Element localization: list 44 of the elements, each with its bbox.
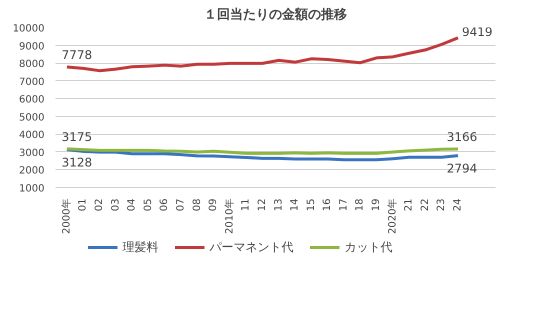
x-tick-label: 11 [240, 198, 252, 212]
y-tick-label: 1000 [19, 184, 45, 194]
legend-label: パーマネント代 [210, 238, 294, 256]
x-tick-label: 13 [273, 198, 284, 212]
x-tick-label: 16 [322, 198, 334, 212]
x-tick-label: 07 [175, 198, 186, 212]
x-tick-label: 19 [371, 198, 382, 212]
y-tick-label: 5000 [19, 112, 45, 124]
y-tick-label: 8000 [19, 59, 45, 70]
chart-title: １回当たりの金額の推移 [204, 6, 347, 22]
y-tick-label: 6000 [19, 94, 45, 106]
x-tick-label: 2010年 [223, 198, 236, 234]
x-tick-label: 06 [159, 198, 170, 212]
data-label: 3175 [62, 130, 92, 144]
y-tick-label: 7000 [19, 76, 45, 88]
x-tick-label: 08 [192, 198, 203, 212]
x-tick-label: 09 [208, 198, 220, 212]
x-tick-label: 14 [290, 198, 301, 212]
x-tick-label: 2000年 [60, 198, 72, 234]
y-tick-label: 9000 [19, 41, 45, 52]
x-tick-label: 04 [126, 198, 138, 212]
x-tick-label: 05 [142, 198, 154, 212]
x-tick-label: 22 [420, 198, 431, 212]
x-tick-label: 02 [94, 198, 105, 212]
x-tick-label: 15 [306, 198, 317, 212]
legend-label: 理髪料 [122, 238, 158, 256]
data-label: 2794 [446, 162, 478, 176]
data-label: 7778 [62, 48, 92, 62]
x-tick-label: 01 [78, 198, 89, 212]
x-tick-label: 12 [256, 198, 268, 212]
x-tick-label: 17 [338, 198, 350, 212]
x-tick-label: 18 [354, 198, 366, 212]
x-tick-label: 2020年 [386, 198, 398, 234]
legend-label: カット代 [344, 238, 392, 256]
x-tick-label: 03 [110, 198, 122, 212]
y-tick-label: 2000 [19, 166, 45, 177]
y-tick-label: 4000 [19, 130, 45, 142]
y-tick-label: 3000 [19, 148, 45, 159]
y-tick-label: 10000 [12, 24, 44, 34]
x-tick-label: 24 [452, 198, 464, 212]
data-label: 3128 [62, 156, 92, 170]
data-label: 3166 [446, 130, 478, 144]
x-tick-label: 21 [404, 198, 415, 212]
x-tick-label: 23 [436, 198, 448, 212]
